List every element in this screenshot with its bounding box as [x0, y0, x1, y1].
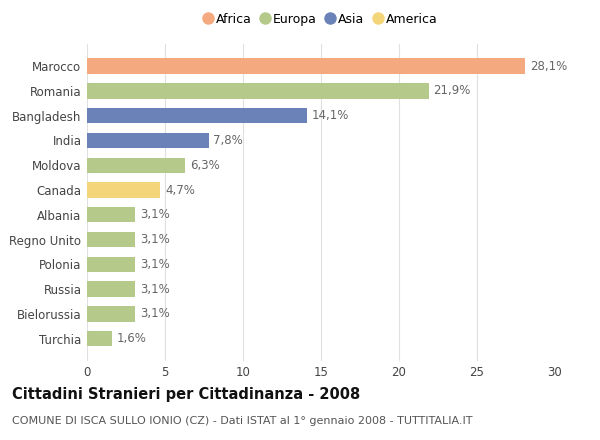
Bar [87, 207, 136, 223]
Text: 6,3%: 6,3% [190, 159, 220, 172]
Text: 28,1%: 28,1% [530, 59, 567, 73]
Bar [87, 306, 136, 322]
Text: COMUNE DI ISCA SULLO IONIO (CZ) - Dati ISTAT al 1° gennaio 2008 - TUTTITALIA.IT: COMUNE DI ISCA SULLO IONIO (CZ) - Dati I… [12, 416, 473, 426]
Bar [87, 257, 136, 272]
Text: 3,1%: 3,1% [140, 282, 170, 296]
Text: 7,8%: 7,8% [214, 134, 243, 147]
Bar [87, 331, 112, 346]
Bar [87, 282, 136, 297]
Text: 3,1%: 3,1% [140, 233, 170, 246]
Bar [87, 83, 428, 99]
Legend: Africa, Europa, Asia, America: Africa, Europa, Asia, America [201, 9, 441, 29]
Text: 3,1%: 3,1% [140, 208, 170, 221]
Text: 3,1%: 3,1% [140, 308, 170, 320]
Bar [87, 182, 160, 198]
Bar [87, 133, 209, 148]
Text: 21,9%: 21,9% [433, 84, 470, 97]
Text: 3,1%: 3,1% [140, 258, 170, 271]
Text: 4,7%: 4,7% [165, 183, 195, 197]
Bar [87, 158, 185, 173]
Text: 1,6%: 1,6% [116, 332, 146, 345]
Bar [87, 108, 307, 123]
Text: 14,1%: 14,1% [311, 109, 349, 122]
Bar [87, 59, 526, 74]
Text: Cittadini Stranieri per Cittadinanza - 2008: Cittadini Stranieri per Cittadinanza - 2… [12, 387, 360, 402]
Bar [87, 232, 136, 247]
